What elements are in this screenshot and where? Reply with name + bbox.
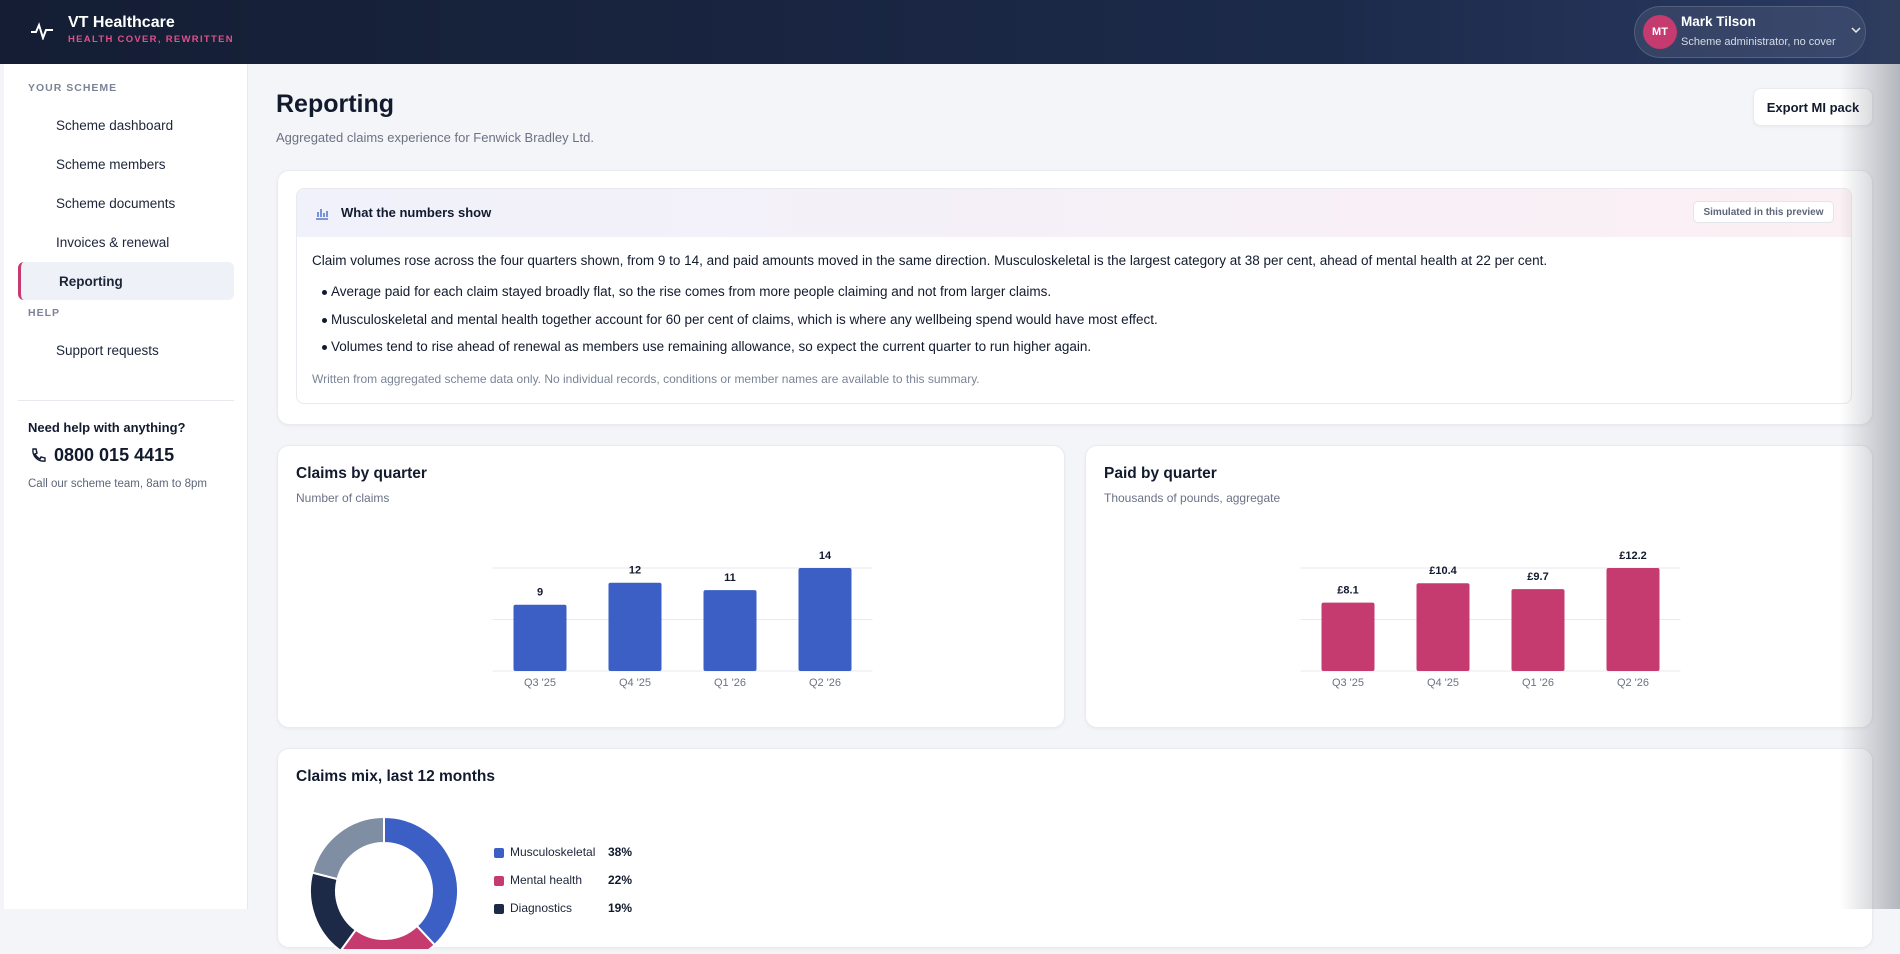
x-tick-label: Q4 '25 <box>619 677 651 689</box>
export-button[interactable]: Export MI pack <box>1753 88 1873 126</box>
pie-slice <box>383 815 459 947</box>
chart-card: Paid by quarter Thousands of pounds, aggr… <box>1085 445 1873 728</box>
bullet-dot <box>322 317 327 323</box>
summary-bullet: Average paid for each claim stayed broad… <box>331 284 1052 299</box>
user-role: Scheme administrator, no cover <box>1681 36 1836 48</box>
bar <box>513 604 567 671</box>
chart-title: Paid by quarter <box>1104 465 1217 482</box>
bullet-dot <box>322 290 327 295</box>
chart-card: Claims mix, last 12 months Musculoskeleta… <box>277 748 1873 954</box>
chart: Claims mix, last 12 months Musculoskeleta… <box>296 768 632 954</box>
legend-value: 38% <box>608 845 632 859</box>
data-label: £12.2 <box>1619 550 1647 562</box>
logo <box>31 22 53 40</box>
legend-swatch <box>494 848 504 858</box>
data-label: £9.7 <box>1527 571 1548 583</box>
legend-value: 22% <box>608 873 632 887</box>
chart: Claims by quarter Number of claims 9 Q3 '25… <box>296 465 873 689</box>
data-label: 14 <box>819 550 832 562</box>
nav-item[interactable]: Support requests <box>56 342 159 358</box>
nav-item[interactable]: Scheme members <box>56 156 166 172</box>
summary-box <box>296 188 1852 404</box>
summary-bullet: Volumes tend to rise ahead of renewal as… <box>331 339 1092 354</box>
legend-swatch <box>494 904 504 914</box>
data-label: £10.4 <box>1429 565 1457 577</box>
summary-title: What the numbers show <box>341 205 492 220</box>
bar <box>798 568 852 671</box>
bar <box>1321 602 1375 671</box>
top-bar: VT Healthcare HEALTH COVER, REWRITTEN MT… <box>0 0 1900 64</box>
x-tick-label: Q4 '25 <box>1427 677 1459 689</box>
section-heading: HELP <box>28 307 61 319</box>
page-subtitle: Aggregated claims experience for Fenwick… <box>276 130 594 145</box>
legend-label: Diagnostics <box>510 901 572 915</box>
legend-swatch <box>494 876 504 886</box>
nav-item[interactable]: Scheme documents <box>56 195 176 211</box>
brand: VT Healthcare <box>68 14 175 31</box>
data-label: £8.1 <box>1337 585 1358 597</box>
sidebar <box>4 64 248 909</box>
x-tick-label: Q3 '25 <box>524 677 556 689</box>
help-title: Need help with anything? <box>28 420 186 435</box>
pie-slice <box>311 815 385 881</box>
bar <box>1511 589 1565 671</box>
bullet-dot <box>322 345 327 350</box>
pie-slice <box>309 871 358 953</box>
bar <box>1416 583 1470 671</box>
badge: Simulated in this preview <box>1693 201 1834 223</box>
x-tick-label: Q2 '26 <box>1617 677 1649 689</box>
chart-icon <box>316 209 328 220</box>
help-phone[interactable]: 0800 015 4415 <box>54 445 175 465</box>
legend-value: 19% <box>608 901 632 915</box>
summary-intro: Claim volumes rose across the four quart… <box>312 253 1548 268</box>
bar <box>703 590 757 671</box>
nav-item[interactable]: Reporting <box>18 262 234 300</box>
x-tick-label: Q3 '25 <box>1332 677 1364 689</box>
avatar: MT <box>1643 15 1677 49</box>
nav-item[interactable]: Scheme dashboard <box>56 117 174 133</box>
bar <box>608 582 662 671</box>
help-hours: Call our scheme team, 8am to 8pm <box>28 478 207 490</box>
data-label: 9 <box>537 587 543 599</box>
chart-subtitle: Thousands of pounds, aggregate <box>1104 491 1280 505</box>
chart-subtitle: Number of claims <box>296 491 389 505</box>
phone-icon <box>32 448 46 462</box>
bar <box>1606 568 1660 671</box>
chart: Paid by quarter Thousands of pounds, aggr… <box>1104 465 1681 689</box>
legend-label: Musculoskeletal <box>510 845 595 859</box>
data-label: 11 <box>724 572 736 584</box>
chart-card: Claims by quarter Number of claims 9 Q3 '25… <box>277 445 1065 728</box>
page-title: Reporting <box>276 90 395 118</box>
chart-title: Claims mix, last 12 months <box>296 768 495 785</box>
tagline: HEALTH COVER, REWRITTEN <box>68 34 234 45</box>
legend-label: Mental health <box>510 873 582 887</box>
edge-shade <box>1840 0 1900 909</box>
divider <box>18 400 234 401</box>
section-heading: YOUR SCHEME <box>28 82 118 94</box>
summary-bullet: Musculoskeletal and mental health togeth… <box>331 311 1158 327</box>
x-tick-label: Q1 '26 <box>1522 677 1554 689</box>
x-tick-label: Q1 '26 <box>714 677 746 689</box>
data-label: 12 <box>629 565 641 577</box>
nav-item[interactable]: Invoices & renewal <box>56 234 170 250</box>
user-name: Mark Tilson <box>1681 14 1756 29</box>
x-tick-label: Q2 '26 <box>809 677 841 689</box>
chevron <box>1851 27 1861 34</box>
summary-footnote: Written from aggregated scheme data only… <box>312 372 980 386</box>
chart-title: Claims by quarter <box>296 465 427 482</box>
